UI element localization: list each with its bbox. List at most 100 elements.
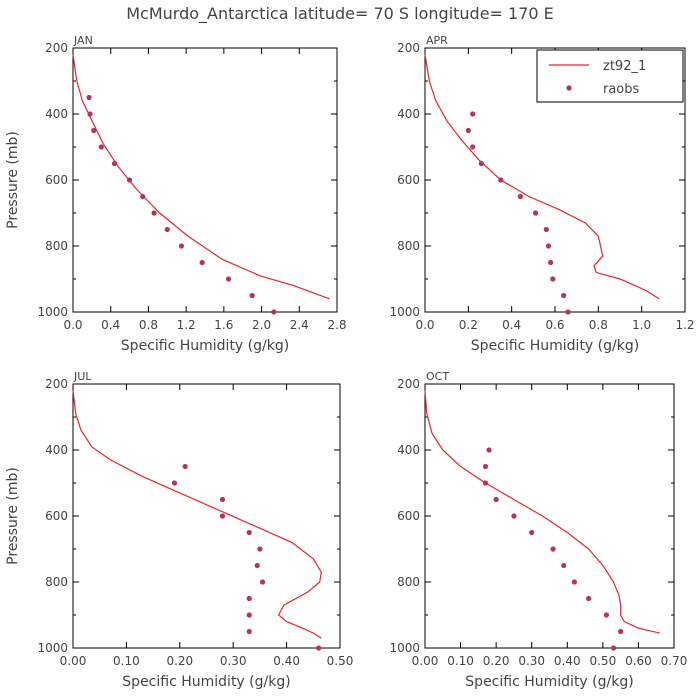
- x-tick-label: 0.40: [273, 654, 300, 668]
- series-point-raobs: [140, 193, 146, 200]
- series-point-raobs: [565, 309, 571, 315]
- x-tick-label: 1.2: [177, 318, 196, 332]
- x-tick-label: 0.40: [554, 654, 581, 668]
- y-tick-label: 200: [45, 377, 68, 391]
- panel-title: APR: [426, 34, 448, 47]
- series-point-raobs: [478, 160, 484, 167]
- series-point-raobs: [87, 111, 93, 117]
- series-point-raobs: [171, 480, 178, 486]
- series-line-zt92_1: [424, 54, 660, 300]
- series-point-raobs: [126, 177, 133, 183]
- x-tick-label: 0.2: [459, 318, 478, 332]
- y-tick-label: 600: [45, 509, 68, 523]
- series-point-raobs: [550, 276, 556, 282]
- x-axis-label: Specific Humidity (g/kg): [122, 674, 290, 690]
- x-tick-label: 0.10: [113, 654, 140, 668]
- series-line-zt92_1: [424, 390, 660, 634]
- series-point-raobs: [493, 496, 499, 503]
- series-point-raobs: [182, 463, 188, 470]
- series-point-raobs: [586, 595, 592, 602]
- y-tick-label: 400: [45, 443, 68, 457]
- series-point-raobs: [561, 562, 567, 569]
- x-tick-label: 2.0: [252, 318, 271, 332]
- series-point-raobs: [246, 595, 252, 602]
- x-tick-label: 0.50: [327, 654, 354, 668]
- series-point-raobs: [465, 127, 471, 134]
- panel-title: OCT: [426, 370, 449, 383]
- y-axis-label: Pressure (mb): [5, 467, 21, 565]
- panel-apr: APR 0.0 0.2 0.4 0.6 0.8 1.0 1.2 200 400 600 800 1000…: [389, 34, 694, 354]
- series-line-zt92_1: [72, 390, 322, 639]
- plot-frame: [72, 47, 338, 313]
- series-point-raobs: [246, 612, 252, 618]
- series-point-raobs: [486, 447, 492, 453]
- y-tick-label: 400: [397, 443, 420, 457]
- series-point-raobs: [470, 144, 476, 150]
- series-point-raobs: [219, 513, 226, 519]
- series-point-raobs: [91, 127, 97, 134]
- series-point-raobs: [543, 226, 549, 233]
- x-tick-label: 0.30: [518, 654, 545, 668]
- figure-title: McMurdo_Antarctica latitude= 70 S longit…: [126, 4, 554, 24]
- series-point-raobs: [111, 160, 118, 167]
- series-point-raobs: [529, 529, 535, 536]
- y-tick-label: 200: [397, 41, 420, 55]
- series-point-raobs: [561, 292, 567, 299]
- series-point-raobs: [164, 226, 170, 233]
- x-tick-label: 0.6: [545, 318, 564, 332]
- series-point-raobs: [271, 309, 277, 315]
- y-tick-label: 1000: [37, 305, 68, 319]
- series-point-raobs: [254, 562, 260, 569]
- y-tick-label: 200: [45, 41, 68, 55]
- legend-label: raobs: [603, 82, 640, 97]
- series-point-raobs: [618, 628, 624, 635]
- series-point-raobs: [517, 193, 523, 200]
- y-tick-label: 200: [397, 377, 420, 391]
- series-point-raobs: [498, 177, 504, 183]
- legend-point-swatch: [566, 85, 572, 91]
- y-tick-label: 800: [45, 239, 68, 253]
- series-point-raobs: [550, 546, 556, 552]
- x-tick-label: 0.30: [220, 654, 247, 668]
- panel-title: JUL: [73, 370, 92, 383]
- panel-oct: OCT 0.00 0.10 0.20 0.30 0.40 0.50 0.60 0.70 200 40…: [389, 370, 687, 690]
- x-tick-label: 1.2: [675, 318, 694, 332]
- x-tick-label: 0.10: [447, 654, 474, 668]
- legend-label: zt92_1: [603, 59, 646, 74]
- series-point-raobs: [316, 645, 322, 651]
- x-axis-label: Specific Humidity (g/kg): [121, 338, 289, 354]
- series-point-raobs: [603, 612, 610, 618]
- x-tick-label: 0.50: [589, 654, 616, 668]
- x-tick-label: 1.6: [214, 318, 233, 332]
- series-point-raobs: [548, 259, 554, 266]
- y-tick-label: 800: [397, 239, 420, 253]
- x-tick-label: 0.00: [412, 654, 439, 668]
- x-tick-label: 2.4: [290, 318, 309, 332]
- x-tick-label: 0.20: [166, 654, 193, 668]
- series-point-raobs: [482, 480, 489, 486]
- y-tick-label: 600: [45, 173, 68, 187]
- series-point-raobs: [482, 463, 489, 470]
- x-tick-label: 2.8: [327, 318, 346, 332]
- x-tick-label: 0.70: [661, 654, 688, 668]
- x-axis-label: Specific Humidity (g/kg): [465, 674, 633, 690]
- x-tick-label: 0.8: [589, 318, 608, 332]
- x-tick-label: 0.4: [101, 318, 120, 332]
- series-point-raobs: [246, 529, 252, 536]
- series-point-raobs: [511, 513, 517, 519]
- series-point-raobs: [259, 579, 266, 585]
- y-tick-label: 600: [397, 509, 420, 523]
- series-point-raobs: [545, 243, 552, 249]
- series-point-raobs: [246, 628, 252, 635]
- series-point-raobs: [178, 243, 185, 249]
- panel-title: JAN: [73, 34, 93, 47]
- y-tick-label: 1000: [37, 641, 68, 655]
- x-tick-label: 0.20: [483, 654, 510, 668]
- x-tick-label: 0.60: [625, 654, 652, 668]
- x-axis-label: Specific Humidity (g/kg): [471, 338, 639, 354]
- plot-frame: [424, 383, 675, 649]
- series-point-raobs: [610, 645, 617, 651]
- x-tick-label: 0.00: [60, 654, 87, 668]
- x-tick-label: 0.8: [139, 318, 158, 332]
